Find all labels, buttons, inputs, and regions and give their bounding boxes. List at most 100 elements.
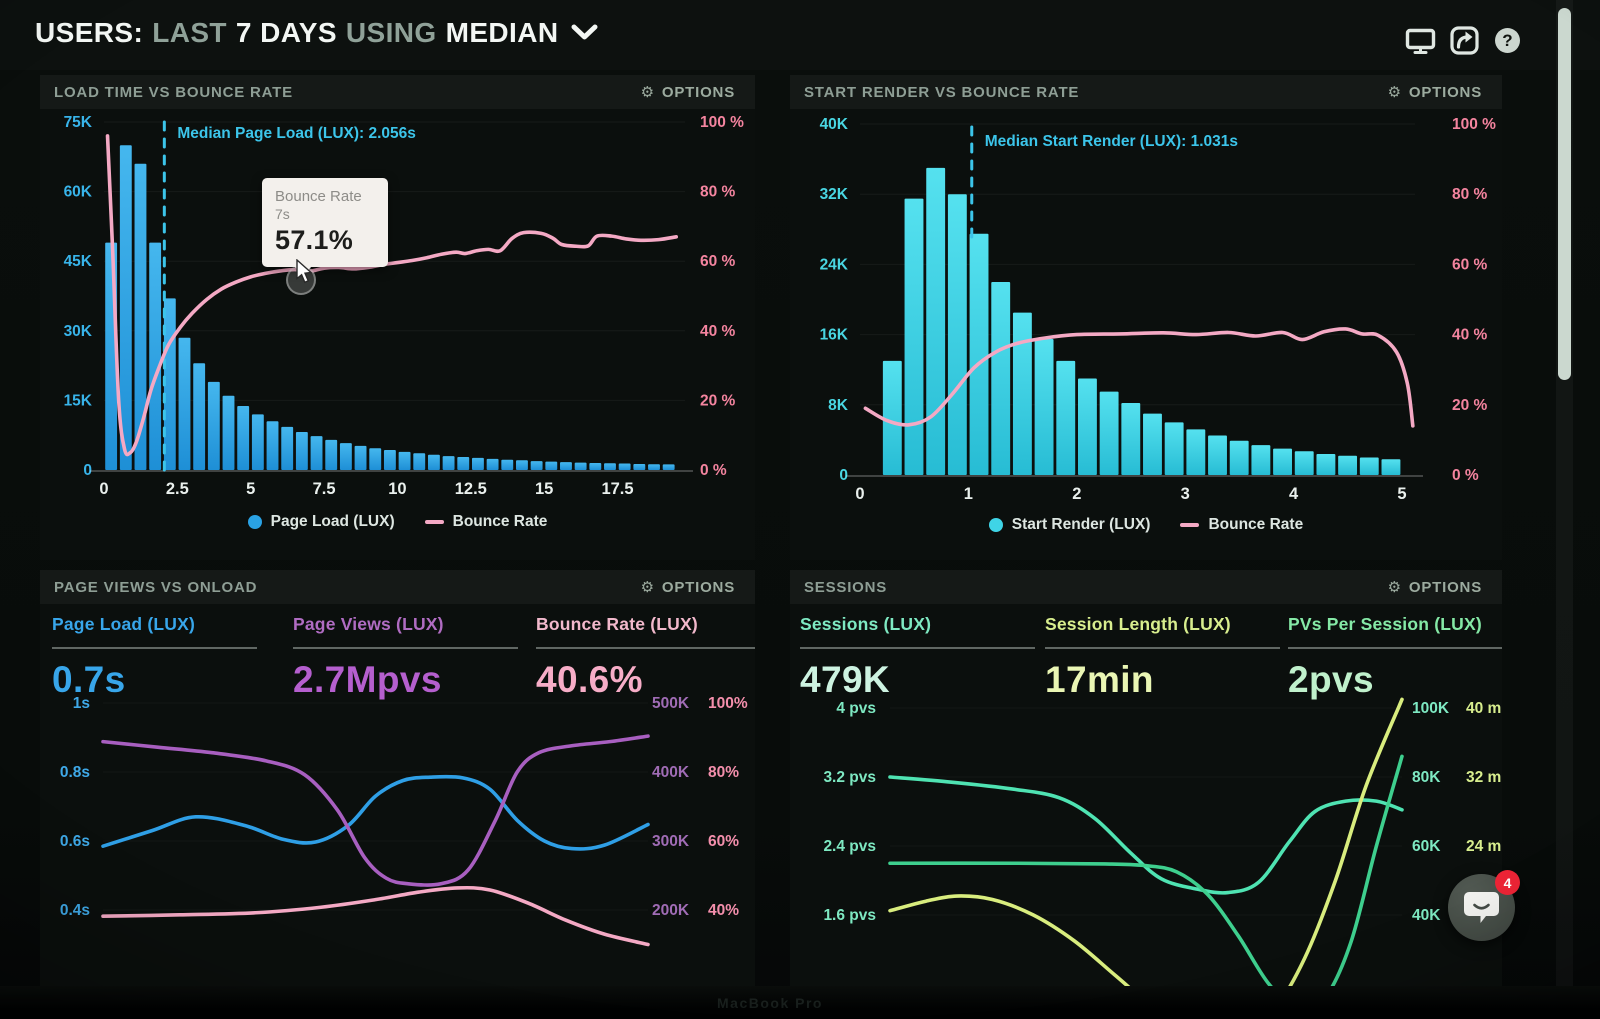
metric-page-load: Page Load (LUX) 0.7s [52,614,257,701]
svg-text:7.5: 7.5 [313,480,336,498]
svg-text:24K: 24K [820,256,849,273]
svg-text:60%: 60% [708,833,739,850]
chat-bubble-icon [1464,892,1499,923]
svg-text:100 %: 100 % [1452,116,1496,133]
laptop-bezel: MacBook Pro [0,986,1600,1019]
chevron-down-icon [571,24,598,42]
svg-text:20 %: 20 % [1452,397,1488,414]
scrollbar-track[interactable] [1556,0,1573,986]
options-button[interactable]: ⚙ OPTIONS [1382,578,1488,597]
legend-item: Start Render (LUX) [988,516,1150,534]
svg-text:0.6s: 0.6s [60,833,90,850]
legend-dot-swatch [988,518,1003,532]
options-button[interactable]: ⚙ OPTIONS [635,83,741,102]
options-button[interactable]: ⚙ OPTIONS [635,578,741,597]
title-part: USING [345,17,437,48]
legend-dot-swatch [247,515,262,529]
svg-text:8K: 8K [828,397,849,414]
svg-text:60K: 60K [64,184,93,201]
svg-text:0: 0 [83,462,92,479]
svg-text:500K: 500K [652,695,690,712]
svg-text:4 pvs: 4 pvs [836,700,876,717]
metric-sessions: Sessions (LUX) 479K [800,614,1035,701]
svg-text:5: 5 [1397,485,1406,503]
metric-value: 2pvs [1288,659,1374,700]
scrollbar-thumb[interactable] [1558,8,1571,380]
chart-legend: Page Load (LUX) Bounce Rate [40,513,755,531]
bezel-label: MacBook Pro [717,994,823,1011]
svg-text:15K: 15K [64,392,93,409]
metric-label: Session Length (LUX) [1045,614,1231,634]
svg-text:40%: 40% [708,902,739,919]
svg-text:24 min: 24 min [1466,838,1502,855]
svg-text:30K: 30K [64,323,93,340]
svg-text:12.5: 12.5 [455,480,487,498]
svg-text:40K: 40K [820,116,849,133]
svg-text:1: 1 [964,485,973,503]
gear-icon: ⚙ [1387,82,1402,101]
svg-text:400K: 400K [652,764,690,781]
legend-label: Bounce Rate [1208,516,1304,533]
metric-label: PVs Per Session (LUX) [1288,614,1482,634]
metric-value: 40.6% [536,659,643,700]
tooltip-bucket: 7s [275,206,290,222]
page-views-onload-line-chart[interactable]: 1s 500K 100% 0.8s 400K 80% 0.6s 300K 60% 0.4s 200K… [40,570,755,986]
bounce-rate-tooltip: Bounce Rate 7s 57.1% [262,178,388,276]
svg-text:80K: 80K [1412,769,1441,786]
title-part: USERS: [35,17,144,48]
chat-launcher-button[interactable]: 4 [1448,870,1520,941]
svg-text:40 min: 40 min [1466,700,1502,717]
svg-text:2.5: 2.5 [166,480,189,498]
svg-text:2.4 pvs: 2.4 pvs [823,838,876,855]
svg-text:300K: 300K [652,833,690,850]
chart-legend: Start Render (LUX) Bounce Rate [790,516,1502,534]
metric-label: Page Load (LUX) [52,614,196,634]
metric-label: Sessions (LUX) [800,614,932,634]
help-icon[interactable]: ? [1493,26,1522,58]
share-icon[interactable] [1450,26,1479,58]
metric-label: Page Views (LUX) [293,614,444,634]
svg-text:0.4s: 0.4s [60,902,90,919]
metric-value: 2.7Mpvs [293,659,442,700]
svg-text:100%: 100% [708,695,748,712]
title-part: LAST [152,17,227,48]
load-time-histogram-chart[interactable]: 75K 100 % 60K 80 % 45K 60 % 30K 40 % 15K 20 % 0 0 %… [40,75,755,560]
report-title-dropdown[interactable]: USERS: LAST 7 DAYS USING MEDIAN [35,17,598,49]
panel-sessions: SESSIONS ⚙ OPTIONS Sessions (LUX) 479K S… [790,570,1502,986]
legend-item: Bounce Rate [424,513,548,531]
svg-text:Median Start Render (LUX): 1.0: Median Start Render (LUX): 1.031s [985,133,1238,150]
svg-text:0: 0 [839,467,848,484]
svg-text:2: 2 [1072,485,1081,503]
svg-text:3.2 pvs: 3.2 pvs [823,769,876,786]
svg-text:1.6 pvs: 1.6 pvs [823,907,876,924]
tooltip-value: 57.1% [275,225,354,255]
svg-text:200K: 200K [652,902,690,919]
svg-text:0: 0 [99,480,108,498]
display-icon[interactable] [1405,27,1436,58]
panel-title: SESSIONS [804,578,888,596]
metric-bounce-rate: Bounce Rate (LUX) 40.6% [536,614,755,701]
panel-header: LOAD TIME VS BOUNCE RATE ⚙ OPTIONS [40,75,755,109]
svg-text:45K: 45K [64,253,93,270]
svg-text:60 %: 60 % [1452,256,1488,273]
metric-page-views: Page Views (LUX) 2.7Mpvs [293,614,518,701]
panel-header: PAGE VIEWS VS ONLOAD ⚙ OPTIONS [40,570,755,604]
legend-line-swatch [424,520,444,524]
legend-label: Bounce Rate [452,513,548,530]
metric-session-length: Session Length (LUX) 17min [1045,614,1280,701]
panel-title: LOAD TIME VS BOUNCE RATE [54,83,293,101]
sessions-line-chart[interactable]: 4 pvs 100K 40 min 3.2 pvs 80K 32 min 2.4 pvs 60… [790,570,1502,986]
title-part: 7 DAYS [235,17,337,48]
svg-text:0: 0 [855,485,864,503]
options-button[interactable]: ⚙ OPTIONS [1382,83,1488,102]
svg-text:17.5: 17.5 [601,480,633,498]
svg-text:20 %: 20 % [700,392,736,409]
start-render-histogram-chart[interactable]: 40K 100 % 32K 80 % 24K 60 % 16K 40 % 8K 20 % 0 0 % 0… [790,75,1502,560]
svg-text:80 %: 80 % [1452,186,1488,203]
chat-unread-badge: 4 [1495,870,1520,895]
svg-text:15: 15 [535,480,553,498]
header-actions: ? [1405,26,1522,58]
svg-text:40K: 40K [1412,907,1441,924]
svg-text:0 %: 0 % [700,462,727,479]
svg-text:100 %: 100 % [700,114,744,131]
